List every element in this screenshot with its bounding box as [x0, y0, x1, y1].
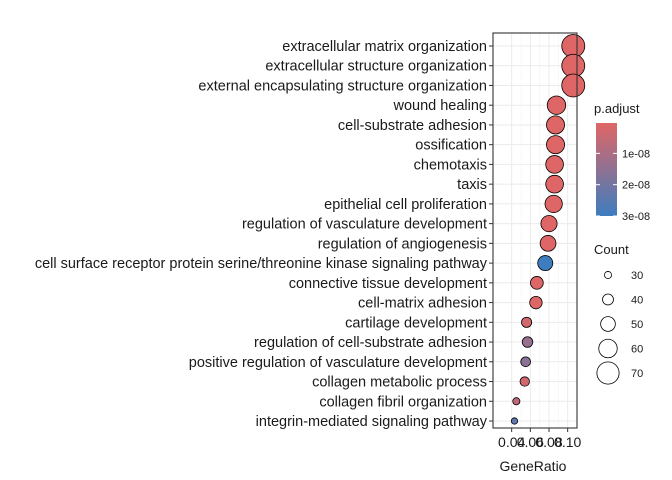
y-tick-label: cell-substrate adhesion	[338, 118, 487, 134]
y-tick-label: collagen fibril organization	[319, 394, 487, 410]
y-tick-label: ossification	[415, 138, 487, 154]
data-point	[529, 295, 543, 310]
y-tick-label: regulation of vasculature development	[242, 217, 487, 233]
color-legend-bar	[596, 123, 617, 216]
y-tick-label: collagen metabolic process	[312, 375, 487, 391]
y-tick-label: cell surface receptor protein serine/thr…	[35, 256, 488, 272]
y-tick-label: wound healing	[392, 98, 487, 114]
data-point	[520, 356, 531, 368]
y-tick-label: positive regulation of vasculature devel…	[189, 355, 487, 371]
size-legend-title: Count	[594, 242, 629, 257]
y-tick-label: external encapsulating structure organiz…	[198, 78, 487, 94]
data-point	[521, 316, 533, 328]
data-point	[545, 155, 564, 174]
size-legend-label: 70	[631, 368, 643, 380]
data-point	[510, 417, 519, 425]
size-legend-circle	[602, 293, 614, 306]
y-tick-label: chemotaxis	[414, 157, 487, 173]
y-tick-label: cartilage development	[345, 315, 487, 331]
data-point	[512, 397, 521, 406]
panel-border	[492, 32, 578, 429]
data-point	[546, 135, 565, 155]
x-tick-label: 0.04	[498, 434, 525, 450]
x-tick-label: 0.08	[535, 434, 562, 450]
size-legend-label: 40	[631, 295, 643, 307]
data-point	[546, 115, 565, 135]
size-legend-label: 50	[631, 319, 643, 331]
data-point	[545, 174, 564, 194]
data-points	[510, 34, 586, 425]
size-legend: Count 30 40 50 60 70	[594, 242, 643, 385]
x-axis: 0.040.060.080.10	[498, 428, 582, 450]
y-tick-label: cell-matrix adhesion	[358, 296, 487, 312]
data-point	[521, 336, 534, 348]
data-point	[530, 276, 544, 290]
y-axis: extracellular matrix organization extrace…	[35, 39, 493, 430]
y-tick-label: extracellular structure organization	[265, 59, 487, 75]
color-legend: p.adjust 1e-08 2e-08 3e-08	[594, 101, 650, 223]
y-tick-label: regulation of cell-substrate adhesion	[254, 335, 487, 351]
size-legend-circle	[596, 361, 620, 385]
data-point	[546, 95, 567, 115]
y-tick-label: integrin-mediated signaling pathway	[256, 414, 488, 430]
y-tick-label: taxis	[457, 177, 487, 193]
color-legend-title: p.adjust	[594, 101, 640, 116]
data-point	[537, 255, 554, 272]
size-legend-label: 30	[631, 270, 643, 282]
size-legend-circle	[604, 271, 612, 279]
x-tick-label: 0.06	[517, 434, 544, 450]
size-legend-circle	[598, 338, 618, 359]
y-tick-label: epithelial cell proliferation	[324, 197, 487, 213]
data-point	[539, 235, 557, 252]
y-tick-label: connective tissue development	[289, 276, 487, 292]
data-point	[540, 215, 558, 233]
data-point	[544, 194, 563, 213]
size-legend-label: 60	[631, 344, 643, 356]
y-tick-label: regulation of angiogenesis	[318, 236, 487, 252]
color-legend-label: 3e-08	[622, 211, 650, 223]
color-legend-label: 2e-08	[622, 180, 650, 192]
x-tick-label: 0.10	[554, 434, 581, 450]
y-tick-label: extracellular matrix organization	[282, 39, 487, 55]
color-legend-label: 1e-08	[622, 148, 650, 160]
data-point	[519, 376, 530, 387]
data-point	[561, 73, 586, 98]
x-axis-label: GeneRatio	[500, 458, 567, 474]
size-legend-circle	[600, 316, 616, 332]
